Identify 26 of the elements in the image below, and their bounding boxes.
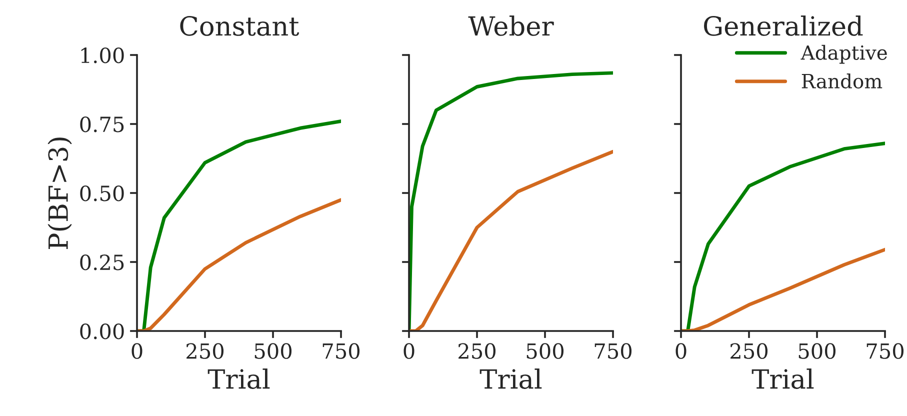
x-tick-label: 250 xyxy=(186,343,224,359)
x-axis-title: Trial xyxy=(752,368,814,389)
x-tick-label: 500 xyxy=(254,343,292,359)
x-tick-label: 0 xyxy=(404,343,414,359)
x-tick-label: 500 xyxy=(798,343,836,359)
x-tick-label: 250 xyxy=(458,343,496,359)
legend-label: Random xyxy=(802,73,882,88)
x-axis-title: Trial xyxy=(480,368,542,389)
x-tick-label: 750 xyxy=(594,343,632,359)
chart-title: Generalized xyxy=(704,16,863,36)
x-axis-title: Trial xyxy=(208,368,270,389)
y-axis-title: P(BF>3) xyxy=(48,138,72,250)
x-tick-label: 750 xyxy=(866,343,904,359)
y-tick-label: 0.25 xyxy=(80,254,124,270)
y-tick-label: 0.50 xyxy=(80,185,124,202)
y-tick-label: 0.75 xyxy=(80,116,124,132)
x-tick-label: 0 xyxy=(676,343,686,359)
legend-label: Adaptive xyxy=(800,44,887,64)
x-tick-label: 0 xyxy=(132,343,142,359)
chart-title: Constant xyxy=(180,16,300,36)
chart-title: Weber xyxy=(468,16,554,36)
y-tick-label: 0.00 xyxy=(80,323,124,340)
x-tick-label: 250 xyxy=(730,343,768,359)
x-tick-label: 750 xyxy=(322,343,360,359)
y-tick-label: 1.00 xyxy=(81,47,124,64)
x-tick-label: 500 xyxy=(526,343,564,359)
